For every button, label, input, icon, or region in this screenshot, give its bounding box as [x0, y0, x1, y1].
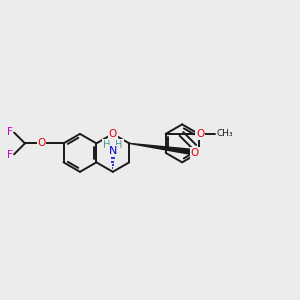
Text: O: O — [38, 138, 46, 148]
Text: F: F — [7, 127, 12, 137]
Text: H: H — [103, 140, 110, 150]
Text: O: O — [109, 129, 117, 139]
Text: F: F — [7, 150, 12, 160]
Text: H: H — [116, 140, 123, 150]
Text: O: O — [196, 129, 204, 139]
Text: CH₃: CH₃ — [216, 129, 233, 138]
Text: O: O — [191, 148, 199, 158]
Text: N: N — [109, 146, 117, 156]
Polygon shape — [129, 143, 199, 156]
